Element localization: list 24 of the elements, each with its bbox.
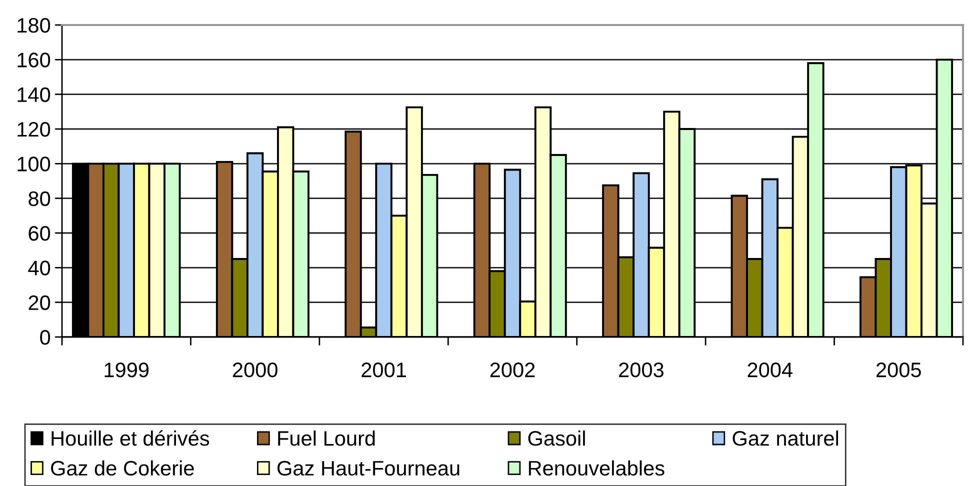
x-tick-label: 2000 <box>232 362 278 378</box>
x-tick-label: 1999 <box>104 362 149 378</box>
y-tick-label: 40 <box>28 260 50 276</box>
legend-label: Gaz naturel <box>732 430 838 446</box>
x-tick-label: 2005 <box>876 362 921 378</box>
y-tick-label: 20 <box>28 295 50 310</box>
y-tick-label: 160 <box>18 52 50 68</box>
x-tick-label: 2004 <box>748 362 792 378</box>
y-tick-label: 100 <box>18 156 50 172</box>
y-tick-label: 120 <box>18 122 50 137</box>
y-tick-label: 140 <box>18 87 50 102</box>
legend-label: Fuel Lourd <box>278 430 375 446</box>
legend-label: Houille et dérivés <box>52 430 210 446</box>
y-tick-label: 80 <box>28 191 50 206</box>
y-tick-label: 0 <box>40 330 50 345</box>
x-tick-label: 2002 <box>490 362 535 378</box>
legend-label: Gaz de Cokerie <box>51 460 194 476</box>
legend-label: Renouvelables <box>528 460 664 476</box>
x-tick-label: 2001 <box>362 362 406 378</box>
legend-label: Gasoil <box>528 430 585 446</box>
y-tick-label: 180 <box>18 18 50 33</box>
legend-label: Gaz Haut-Fourneau <box>278 460 460 476</box>
x-tick-label: 2003 <box>619 362 664 378</box>
y-tick-label: 60 <box>28 226 50 241</box>
